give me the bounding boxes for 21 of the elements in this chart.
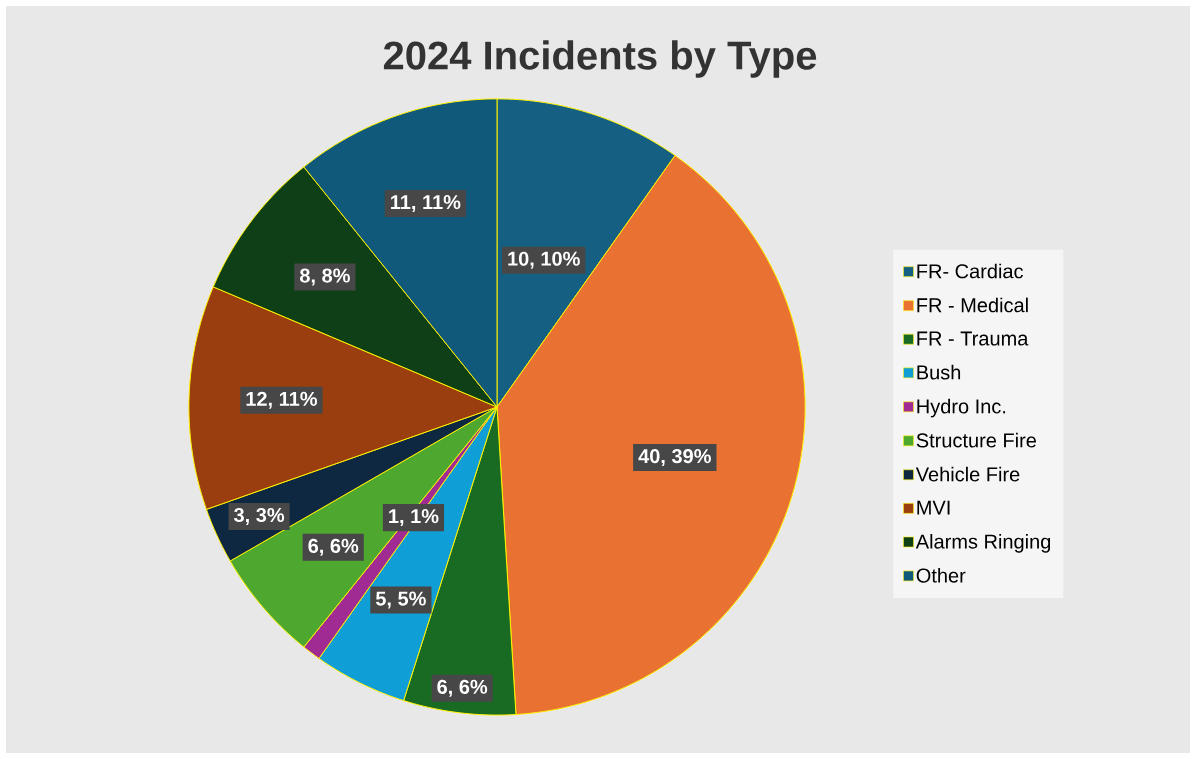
legend-label: MVI	[917, 500, 950, 515]
data-label: 6, 6%	[437, 679, 488, 697]
legend-label: FR- Cardiac	[917, 263, 1023, 279]
data-label: 6, 6%	[308, 538, 359, 556]
legend-label: Other	[916, 567, 966, 583]
data-label: 1, 1%	[389, 509, 439, 527]
legend-label: Hydro Inc.	[917, 398, 1006, 418]
data-label: 3, 3%	[233, 507, 285, 525]
legend-label: FR - Trauma	[917, 331, 1029, 346]
legend-label: FR - Medical	[917, 297, 1028, 313]
legend-label: Structure Fire	[916, 432, 1036, 448]
legend-label: Bush	[917, 364, 961, 380]
data-label: 5, 5%	[375, 591, 426, 609]
legend-label: Vehicle Fire	[915, 466, 1020, 482]
data-label: 10, 10%	[508, 251, 580, 269]
data-label: 8, 8%	[299, 268, 350, 286]
legend-label: Alarms Ringing	[915, 533, 1051, 553]
data-label: 12, 11%	[246, 391, 318, 409]
chart-title: 2024 Incidents by Type	[383, 40, 817, 78]
data-label: 11, 11%	[391, 195, 461, 213]
data-label: 40, 39%	[638, 449, 711, 467]
